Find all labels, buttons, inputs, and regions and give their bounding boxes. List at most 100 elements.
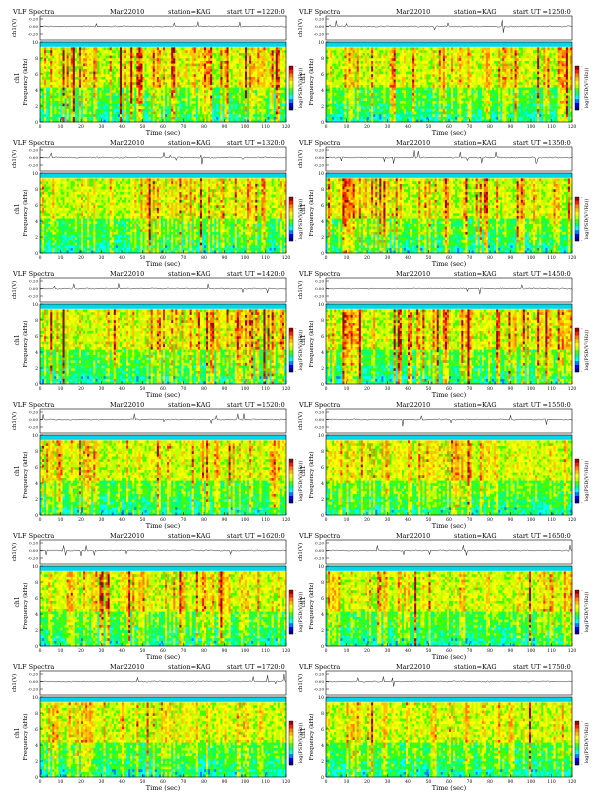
spectrogram-cell [69, 111, 71, 114]
spectrogram-cell [44, 63, 46, 66]
spectrogram-cell [104, 47, 106, 50]
spectrogram-cell [91, 103, 93, 106]
spectrogram-cell [79, 95, 81, 98]
spectrogram-cell [99, 85, 101, 88]
spectrogram-cell [61, 87, 63, 90]
spectrogram-cell [104, 66, 106, 69]
spectrogram-cell [56, 74, 58, 77]
spectrogram-cell [42, 85, 44, 88]
spectrogram-cell [65, 66, 67, 69]
spectrogram-cell [40, 117, 42, 120]
spectrogram-cell [65, 77, 67, 80]
spectrogram-cell [65, 55, 67, 58]
spectrogram-cell [54, 55, 56, 58]
spectrogram-cell [63, 87, 65, 90]
spectrogram-cell [46, 61, 48, 64]
spectrogram-cell [54, 98, 56, 101]
spectrogram-cell [97, 101, 99, 104]
spectrogram-cell [104, 103, 106, 106]
spectrogram-cell [44, 47, 46, 50]
spectrogram-cell [83, 58, 85, 61]
spectrogram-cell [95, 69, 97, 72]
spectrogram-cell [71, 55, 73, 58]
spectrogram-cell [79, 63, 81, 66]
spectrogram-cell [48, 101, 50, 104]
spectrogram-cell [48, 63, 50, 66]
spectrogram-cell [97, 74, 99, 77]
spectrogram-cell [58, 66, 60, 69]
spectrogram-cell [87, 66, 89, 69]
spectrogram-cell [93, 69, 95, 72]
spectrogram-cell [95, 103, 97, 106]
spectrogram-cell [54, 66, 56, 69]
spectrogram-cell [42, 98, 44, 101]
spectrogram-cell [65, 114, 67, 117]
spectrogram-cell [69, 87, 71, 90]
spectrogram-cell [106, 69, 108, 72]
spectrogram-cell [93, 87, 95, 90]
spectrogram-cell [65, 109, 67, 112]
spectrogram-cell [46, 101, 48, 104]
spectrogram-cell [93, 50, 95, 53]
spectrogram-cell [46, 82, 48, 85]
spectrogram-cell [40, 109, 42, 112]
spectrogram-cell [54, 103, 56, 106]
spectrogram-cell [81, 82, 83, 85]
spectrogram-cell [85, 106, 87, 109]
spectrogram-cell [87, 95, 89, 98]
spectrogram-cell [87, 71, 89, 74]
spectrogram-cell [102, 61, 104, 64]
spectrogram-cell [93, 103, 95, 106]
spectrogram-cell [91, 82, 93, 85]
spectrogram-cell [87, 74, 89, 77]
spectrogram-cell [71, 101, 73, 104]
spectrogram-cell [67, 50, 69, 53]
spectrogram-cell [89, 101, 91, 104]
spectrogram-cell [42, 111, 44, 114]
spectrogram-cell [63, 47, 65, 50]
spectrogram-cell [79, 93, 81, 96]
spectrogram-cell [44, 85, 46, 88]
spectrogram-cell [48, 55, 50, 58]
spectrogram-cell [75, 101, 77, 104]
spectrogram-cell [79, 47, 81, 50]
spectrogram-cell [89, 109, 91, 112]
spectrogram-cell [65, 69, 67, 72]
spectrogram-cell [93, 74, 95, 77]
spectrogram-cell [97, 47, 99, 50]
spectrogram-cell [93, 71, 95, 74]
spectrogram-cell [67, 111, 69, 114]
spectrogram-cell [99, 82, 101, 85]
spectrogram-cell [81, 106, 83, 109]
spectrogram-cell [48, 77, 50, 80]
spectrogram-cell [42, 114, 44, 117]
spectrogram-cell [89, 63, 91, 66]
spectrogram-cell [93, 117, 95, 120]
spectrogram-cell [65, 58, 67, 61]
spectrogram-cell [83, 90, 85, 93]
spectrogram-cell [40, 85, 42, 88]
spectrogram-cell [97, 98, 99, 101]
spectrogram-cell [97, 114, 99, 117]
spectrogram-cell [99, 50, 101, 53]
spectrogram-cell [102, 90, 104, 93]
spectrogram-cell [65, 93, 67, 96]
spectrogram-cell [95, 66, 97, 69]
spectrogram-cell [69, 101, 71, 104]
spectrogram-cell [69, 103, 71, 106]
spectrogram-cell [67, 101, 69, 104]
spectrogram-cell [67, 47, 69, 50]
spectrogram-cell [97, 82, 99, 85]
spectrogram-cell [50, 69, 52, 72]
spectrogram-cell [75, 106, 77, 109]
spectrogram-cell [54, 114, 56, 117]
spectrogram-cell [44, 71, 46, 74]
spectrogram-cell [63, 85, 65, 88]
spectrogram-cell [77, 47, 79, 50]
spectrogram-cell [75, 117, 77, 120]
spectrogram-cell [104, 77, 106, 80]
spectrogram-cell [95, 87, 97, 90]
spectrogram-cell [40, 53, 42, 56]
spectrogram-cell [58, 69, 60, 72]
spectrogram-cell [44, 117, 46, 120]
